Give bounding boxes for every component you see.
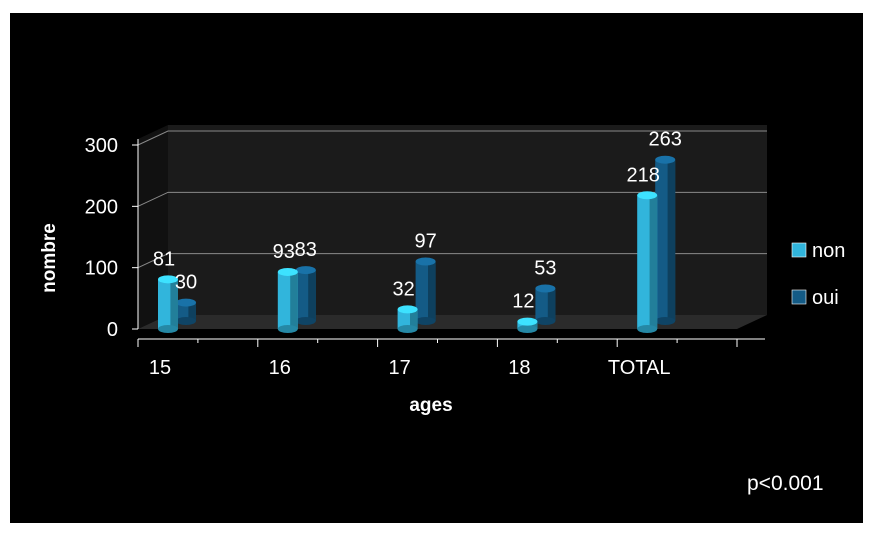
bar-oui-shade (308, 270, 316, 321)
data-label-oui: 263 (649, 129, 682, 151)
bar-oui (415, 257, 436, 325)
bar-oui (295, 266, 316, 325)
bar-non-shade (290, 271, 298, 329)
data-label-non: 12 (512, 291, 534, 313)
data-label-oui: 83 (295, 239, 317, 261)
bar-oui-base (295, 317, 316, 325)
y-tick-label: 300 (85, 135, 118, 157)
bar-non (277, 267, 298, 333)
gridline (137, 191, 767, 207)
y-tick-label: 200 (85, 196, 118, 218)
y-axis-title: nombre (39, 223, 60, 293)
bar-oui-base (535, 317, 556, 325)
y-axis: 0 100 200 300 (85, 135, 139, 341)
bar-non (397, 305, 418, 333)
legend-swatch-oui (791, 289, 807, 305)
p-value-note: p<0.001 (747, 472, 824, 495)
bar-non-top (637, 191, 658, 200)
bar-oui (535, 284, 556, 325)
bar-non-base (517, 325, 538, 333)
gridline (137, 130, 767, 146)
bar-oui-top (176, 298, 196, 307)
legend-label-non: non (812, 240, 845, 262)
bar-oui-base (176, 317, 196, 325)
bar-non-top (517, 317, 538, 326)
bar-non-shade (410, 309, 418, 329)
bar-non-top (397, 305, 418, 314)
x-tick-label: TOTAL (608, 357, 671, 379)
x-tick-label: 18 (508, 357, 530, 379)
y-tick-label: 0 (107, 319, 118, 341)
bar-non-shade (170, 279, 178, 329)
bar-oui-shade (667, 159, 676, 321)
x-tick-label: 17 (388, 357, 410, 379)
bar-oui (176, 298, 196, 325)
gridline (137, 253, 767, 269)
bar-oui-shade (428, 261, 436, 321)
data-label-non: 32 (392, 278, 414, 300)
back-wall (168, 125, 767, 315)
bar-non-top (277, 267, 298, 276)
bar-non-base (158, 325, 178, 333)
bar-non (158, 275, 178, 333)
bar-oui-shade (188, 302, 196, 321)
data-label-non: 218 (627, 164, 660, 186)
y-tick-label: 100 (85, 258, 118, 280)
bar-oui (655, 155, 676, 325)
data-label-non: 93 (273, 241, 295, 263)
data-label-non: 81 (153, 248, 175, 270)
legend-label-oui: oui (812, 287, 839, 309)
bar-oui-top (295, 266, 316, 275)
bar-oui-top (655, 155, 676, 164)
bar-oui-shade (547, 288, 556, 321)
bar-non (637, 191, 658, 333)
bars (158, 155, 676, 333)
x-axis: 15 16 17 18 TOTAL (137, 338, 765, 379)
data-label-oui: 53 (534, 257, 556, 279)
data-label-oui: 30 (175, 272, 197, 294)
bar-non (517, 317, 538, 333)
bar-non-base (277, 325, 298, 333)
bar-non-shade (529, 321, 538, 329)
bar-oui-top (415, 257, 436, 266)
x-tick-label: 16 (269, 357, 291, 379)
bar-non-base (397, 325, 418, 333)
legend-swatch-non (791, 242, 807, 258)
bar-oui-base (655, 317, 676, 325)
bar-oui-top (535, 284, 556, 293)
bar-non-top (158, 275, 178, 284)
bar-oui-base (415, 317, 436, 325)
bar-non-shade (649, 195, 658, 329)
x-tick-label: 15 (149, 357, 171, 379)
bar-non-base (637, 325, 658, 333)
data-label-oui: 97 (414, 231, 436, 253)
x-axis-title: ages (409, 395, 452, 416)
chart-area: 0 100 200 300 15 16 17 18 TOTAL 81 30 93 83 32 97 12 5… (10, 13, 863, 523)
legend: non oui (791, 240, 845, 309)
